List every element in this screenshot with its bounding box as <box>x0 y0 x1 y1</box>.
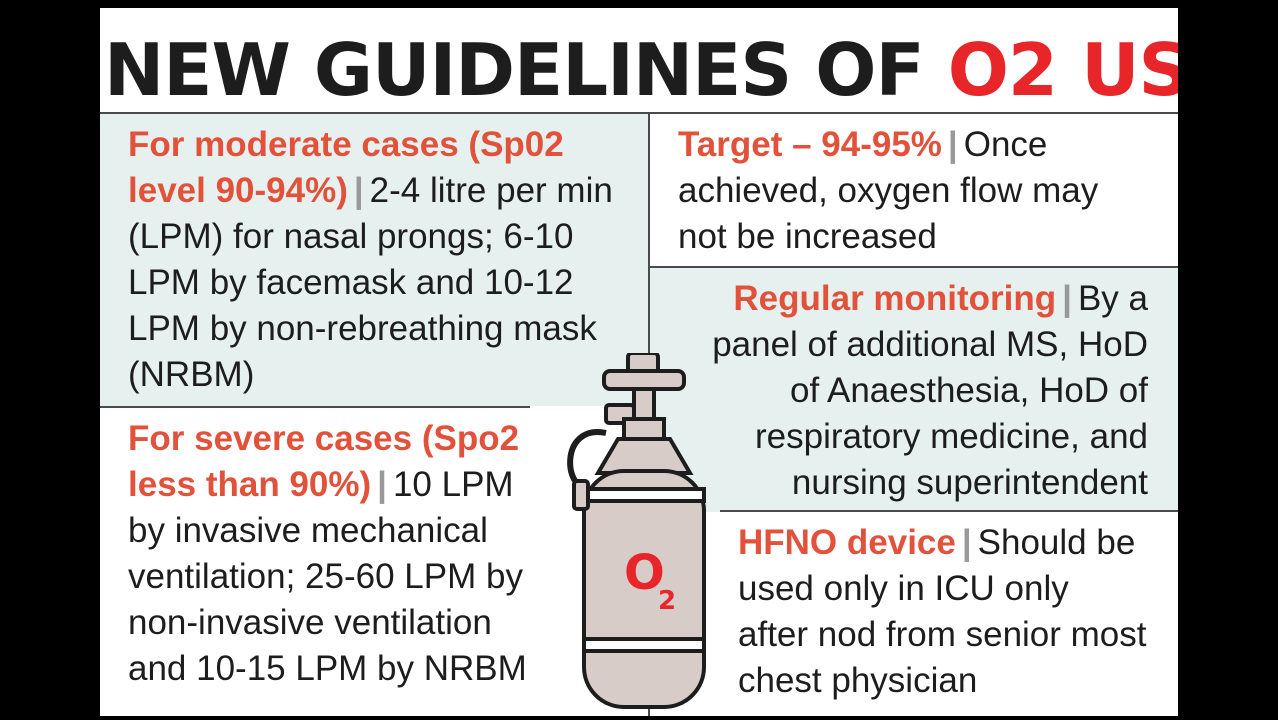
moderate-divider <box>100 406 530 408</box>
severe-body: 10 LPM by invasive mechanical ventilatio… <box>128 465 527 688</box>
severe-heading: For severe cases (Spo2 less than 90%) <box>128 419 520 504</box>
target-block: Target – 94-95% | Once achieved, oxygen fl… <box>678 125 1099 256</box>
monitoring-divider <box>720 510 1178 512</box>
monitoring-heading: Regular monitoring <box>733 279 1057 318</box>
moderate-panel <box>100 114 648 406</box>
moderate-block: For moderate cases (Sp02 level 90-94%) | 2… <box>128 125 613 394</box>
monitoring-block: Regular monitoring | By a panel of additio… <box>712 279 1148 502</box>
oxygen-cylinder-icon: O 2 <box>567 353 706 709</box>
column-divider <box>648 114 650 410</box>
monitoring-body: By a panel of additional MS, HoD of Anae… <box>712 279 1148 502</box>
moderate-body: 2-4 litre per min (LPM) for nasal prongs… <box>128 171 613 394</box>
page-title: NEW GUIDELINES OF O2 USE <box>100 22 1178 118</box>
monitoring-panel <box>650 266 1178 512</box>
target-heading: Target – 94-95% <box>678 125 942 164</box>
hfno-body: Should be used only in ICU only after no… <box>738 523 1147 700</box>
target-body: Once achieved, oxygen flow may not be in… <box>678 125 1099 256</box>
title-divider <box>100 112 1178 114</box>
title-text: NEW GUIDELINES OF <box>104 28 948 112</box>
title-highlight: O2 USE <box>947 28 1178 112</box>
severe-block: For severe cases (Spo2 less than 90%) | 10… <box>128 419 527 688</box>
moderate-heading: For moderate cases (Sp02 level 90-94%) <box>128 125 564 210</box>
hfno-block: HFNO device | Should be used only in ICU o… <box>738 523 1147 700</box>
infographic-card: NEW GUIDELINES OF O2 USE For moderate ca… <box>100 8 1178 716</box>
cylinder-subscript: 2 <box>658 586 676 616</box>
hfno-heading: HFNO device <box>738 523 956 562</box>
target-divider <box>648 266 1178 268</box>
cylinder-label: O <box>624 545 665 601</box>
